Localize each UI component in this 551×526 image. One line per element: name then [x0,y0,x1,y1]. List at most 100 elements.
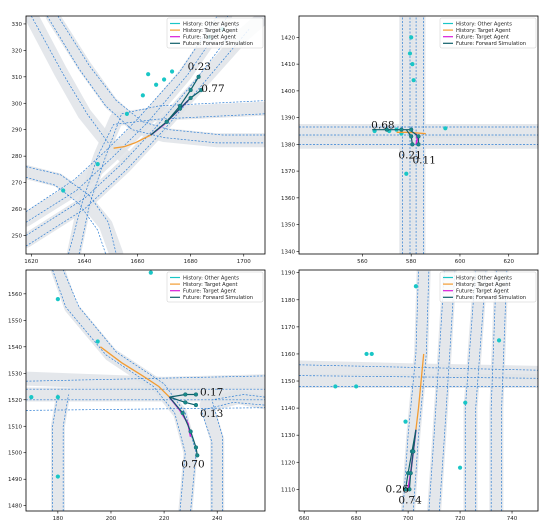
other-agent-point [410,62,414,66]
x-tick-label: 220 [159,516,170,522]
y-tick-label: 260 [12,207,23,213]
legend-label: History: Other Agents [456,275,512,281]
x-tick-label: 680 [351,516,362,522]
panel-3: 0.170.130.701802002202401480149015001510… [8,270,265,522]
probability-label: 0.13 [200,408,223,420]
forward-sim-point [181,411,185,415]
other-agent-point [403,420,407,424]
legend-label: Future: Target Agent [183,35,236,41]
y-tick-label: 1560 [8,292,22,298]
legend: History: Other AgentsHistory: Target Age… [167,18,263,48]
forward-sim-point [195,453,199,457]
forward-sim-point [189,430,193,434]
x-tick-label: 660 [299,516,310,522]
y-tick-label: 1410 [281,62,295,68]
forward-sim-point [194,403,198,407]
other-agent-point [154,83,158,87]
probability-label: 0.17 [200,386,223,398]
y-tick-label: 1130 [281,433,295,439]
other-agent-point [408,51,412,55]
legend-label: Future: Forward Simulation [456,41,526,47]
other-agent-point [404,172,408,176]
other-agent-point [162,77,166,81]
y-tick-label: 290 [12,128,23,134]
other-agent-point [497,338,501,342]
other-agent-point [29,395,33,399]
forward-sim-point [189,88,193,92]
other-agent-point [61,188,65,192]
legend-label: History: Other Agents [183,21,239,27]
legend: History: Other AgentsHistory: Target Age… [440,18,536,48]
probability-label: 0.77 [201,83,224,95]
plot-area [26,270,265,511]
legend-label: History: Target Agent [456,282,511,288]
plot-area [299,16,538,254]
other-agent-point [125,112,129,116]
other-agent-point [409,35,413,39]
x-tick-label: 180 [53,516,64,522]
forward-sim-point [409,128,413,132]
probability-label: 0.23 [188,61,211,73]
y-tick-label: 1500 [8,451,22,457]
other-agent-point [146,72,150,76]
y-tick-label: 1370 [281,169,295,175]
y-tick-label: 1400 [281,89,295,95]
forward-sim-point [409,471,413,475]
x-tick-label: 700 [403,516,414,522]
forward-sim-point [194,446,198,450]
panel-1: 0.230.7716201640166016801700250260270280… [12,16,266,265]
legend-label: History: Other Agents [456,21,512,27]
forward-sim-point [409,134,413,138]
y-tick-label: 330 [12,22,23,28]
x-tick-label: 560 [357,259,368,265]
forward-sim-point [194,393,198,397]
y-tick-label: 250 [12,233,23,239]
other-agent-point [56,474,60,478]
y-tick-label: 1380 [281,142,295,148]
x-tick-label: 200 [106,516,117,522]
road-segment [58,395,63,512]
other-agent-point [412,78,416,82]
y-tick-label: 310 [12,75,23,81]
legend-label: Future: Forward Simulation [183,41,253,47]
x-tick-label: 240 [212,516,223,522]
panel-4: 0.260.7466068070072074011101120113011401… [281,270,538,522]
road-segment [496,270,501,511]
other-agent-point [364,352,368,356]
forward-sim-point [197,75,201,79]
forward-sim-point [183,401,187,405]
other-agent-point [96,162,100,166]
x-tick-label: 720 [455,516,466,522]
other-agent-point [149,271,153,275]
forward-sim-point [189,96,193,100]
forward-sim-point [400,128,404,132]
y-tick-label: 300 [12,101,23,107]
forward-sim-point [183,393,187,397]
other-agent-point [333,384,337,388]
forward-sim-point [417,134,421,138]
other-agent-point [354,384,358,388]
y-tick-label: 1550 [8,318,22,324]
forward-sim-point [417,142,421,146]
x-tick-label: 600 [455,259,466,265]
y-tick-label: 1420 [281,35,295,41]
other-agent-point [463,401,467,405]
legend-label: Future: Target Agent [183,289,236,295]
x-tick-label: 620 [503,259,514,265]
other-agent-point [141,93,145,97]
legend-label: History: Target Agent [456,28,511,34]
probability-label: 0.70 [181,458,204,470]
x-tick-label: 1700 [237,259,251,265]
probability-label: 0.11 [413,154,436,166]
other-agent-point [458,466,462,470]
other-agent-point [370,352,374,356]
y-tick-label: 270 [12,181,23,187]
y-tick-label: 1150 [281,379,295,385]
plot-area [299,270,538,511]
forward-sim-point [411,450,415,454]
x-tick-label: 740 [507,516,518,522]
legend-label: History: Other Agents [183,275,239,281]
forward-sim-point [178,107,182,111]
probability-label: 0.74 [398,494,422,506]
